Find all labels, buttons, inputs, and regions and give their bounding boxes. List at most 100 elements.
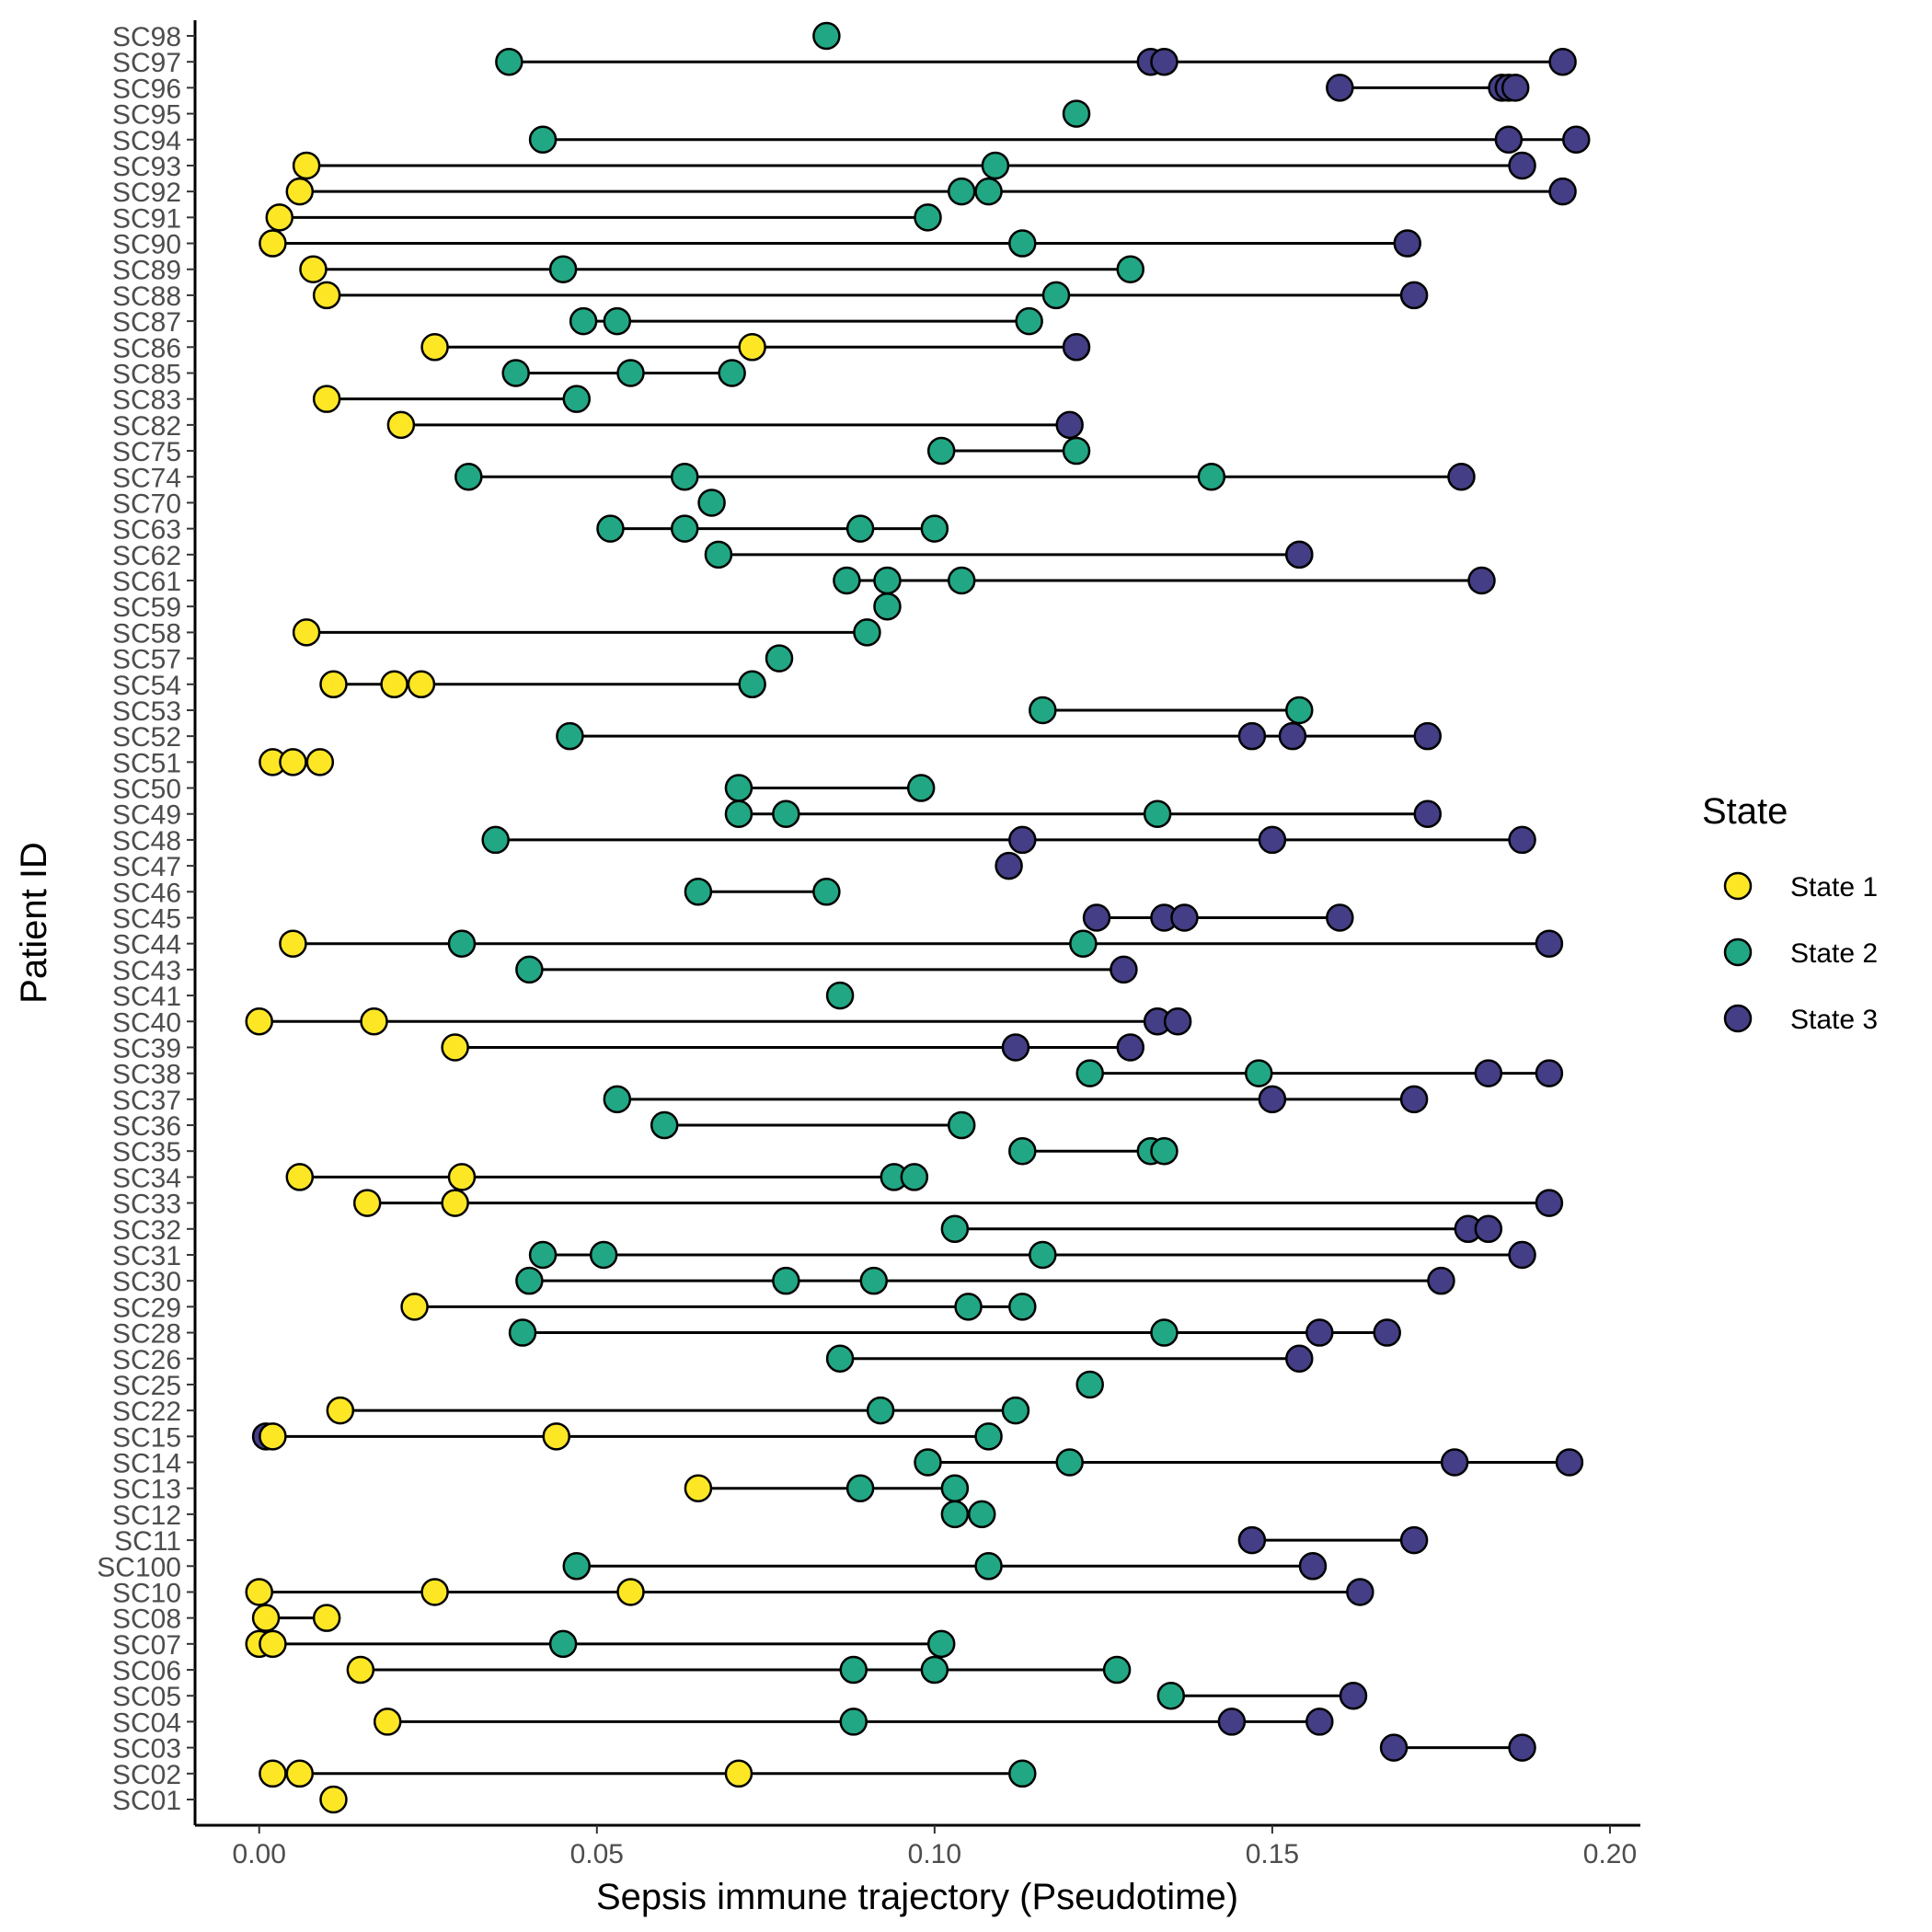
- point-sc49-2: [1143, 799, 1172, 828]
- y-tick-label: SC63: [112, 515, 181, 546]
- point-sc97-2: [1150, 47, 1179, 76]
- point-sc03-0: [1379, 1733, 1409, 1762]
- point-sc57-0: [765, 644, 794, 673]
- y-tick-label: SC61: [112, 567, 181, 597]
- point-sc63-0: [596, 514, 625, 543]
- point-sc34-3: [900, 1163, 929, 1191]
- point-sc15-2: [542, 1422, 570, 1451]
- point-sc31-3: [1508, 1240, 1536, 1270]
- legend-items: State 1 State 2 State 3: [1723, 871, 1878, 1035]
- patient-row-sc15: [251, 1422, 1003, 1451]
- legend-label-state-1: State 1: [1790, 872, 1878, 903]
- patient-row-sc33: [352, 1189, 1564, 1217]
- point-sc28-2: [1305, 1318, 1334, 1347]
- patient-row-sc10: [245, 1578, 1374, 1606]
- point-sc52-1: [1237, 721, 1267, 751]
- point-sc39-2: [1116, 1033, 1144, 1062]
- y-tick-label: SC26: [112, 1345, 181, 1375]
- point-sc03-1: [1508, 1733, 1536, 1762]
- patient-row-sc58: [292, 618, 881, 647]
- y-tick-label: SC10: [112, 1578, 181, 1608]
- point-sc91-1: [914, 203, 942, 232]
- x-tick-label: 0.20: [1583, 1839, 1637, 1869]
- point-sc40-3: [1163, 1007, 1192, 1036]
- patient-row-sc62: [704, 540, 1314, 569]
- point-sc22-2: [1001, 1396, 1030, 1425]
- point-sc89-2: [1116, 255, 1144, 283]
- legend: State State 1 State 2 State 3: [1702, 791, 1878, 1035]
- point-sc54-3: [738, 670, 766, 699]
- point-sc32-2: [1474, 1214, 1503, 1244]
- point-sc45-3: [1326, 903, 1354, 932]
- x-tick-label: 0.15: [1246, 1839, 1299, 1869]
- y-tick-label: SC32: [112, 1215, 181, 1246]
- point-sc06-2: [920, 1655, 949, 1685]
- y-tick-label: SC100: [97, 1552, 181, 1582]
- patient-row-sc92: [285, 177, 1577, 206]
- patient-row-sc06: [346, 1655, 1132, 1685]
- y-tick-label: SC96: [112, 74, 181, 104]
- point-sc36-0: [650, 1110, 679, 1140]
- point-sc93-2: [1508, 151, 1536, 180]
- y-tick-label: SC02: [112, 1760, 181, 1790]
- point-sc70-0: [697, 489, 726, 517]
- point-sc33-0: [352, 1189, 382, 1217]
- y-tick-label: SC01: [112, 1786, 181, 1816]
- y-tick-label: SC31: [112, 1241, 181, 1271]
- patient-row-sc45: [1082, 903, 1354, 932]
- y-tick-label: SC34: [112, 1163, 181, 1193]
- patient-row-sc13: [684, 1474, 970, 1502]
- patient-row-sc11: [1237, 1525, 1429, 1555]
- patient-row-sc34: [285, 1163, 929, 1191]
- point-sc94-0: [528, 125, 558, 155]
- patient-row-sc57: [765, 644, 794, 673]
- y-tick-label: SC70: [112, 489, 181, 519]
- y-tick-label: SC94: [112, 126, 181, 156]
- patient-row-sc89: [299, 255, 1144, 283]
- point-sc61-2: [947, 566, 976, 595]
- y-tick-label: SC47: [112, 852, 181, 882]
- point-sc10-0: [245, 1578, 273, 1606]
- y-tick-label: SC25: [112, 1371, 181, 1401]
- point-sc54-2: [407, 670, 436, 699]
- y-tick-label: SC14: [112, 1449, 181, 1479]
- point-sc49-0: [724, 799, 753, 828]
- point-sc29-0: [400, 1293, 429, 1321]
- point-sc85-0: [501, 359, 530, 387]
- point-sc52-0: [556, 721, 584, 751]
- point-sc74-2: [1197, 463, 1226, 491]
- patient-row-sc94: [528, 125, 1591, 155]
- point-sc02-2: [724, 1759, 753, 1788]
- point-sc35-0: [1008, 1136, 1037, 1166]
- y-tick-label: SC04: [112, 1708, 181, 1738]
- point-sc85-1: [616, 359, 645, 387]
- y-tick-label: SC44: [112, 930, 181, 960]
- point-sc44-3: [1535, 929, 1564, 958]
- point-sc29-1: [954, 1293, 983, 1321]
- point-sc26-1: [1285, 1344, 1314, 1373]
- y-tick-label: SC36: [112, 1111, 181, 1142]
- point-sc91-0: [265, 203, 294, 232]
- point-sc62-2: [1285, 540, 1314, 569]
- point-sc13-2: [940, 1474, 970, 1502]
- y-tick-label: SC59: [112, 592, 181, 623]
- point-sc33-1: [441, 1189, 469, 1217]
- point-sc34-1: [447, 1163, 477, 1191]
- patient-row-sc51: [259, 748, 335, 776]
- point-sc74-0: [454, 463, 483, 491]
- patient-row-sc02: [259, 1759, 1037, 1788]
- point-sc07-2: [548, 1629, 578, 1659]
- patient-row-sc05: [1156, 1681, 1368, 1710]
- point-sc30-3: [1427, 1266, 1455, 1295]
- y-tick-label: SC50: [112, 775, 181, 805]
- y-tick-label: SC92: [112, 178, 181, 208]
- y-tick-label: SC57: [112, 645, 181, 675]
- patient-row-sc88: [312, 281, 1429, 310]
- y-tick-label: SC38: [112, 1060, 181, 1090]
- y-tick-label: SC33: [112, 1190, 181, 1220]
- legend-title: State: [1702, 791, 1788, 832]
- patient-row-sc03: [1379, 1733, 1536, 1762]
- point-sc37-0: [603, 1085, 632, 1114]
- y-tick-label: SC43: [112, 956, 181, 986]
